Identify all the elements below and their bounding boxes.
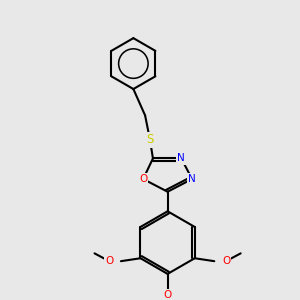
Text: S: S <box>146 134 154 146</box>
Text: O: O <box>139 174 147 184</box>
Text: O: O <box>105 256 113 266</box>
Text: N: N <box>177 154 185 164</box>
Text: N: N <box>188 174 196 184</box>
Text: O: O <box>222 256 230 266</box>
Text: O: O <box>164 290 172 300</box>
